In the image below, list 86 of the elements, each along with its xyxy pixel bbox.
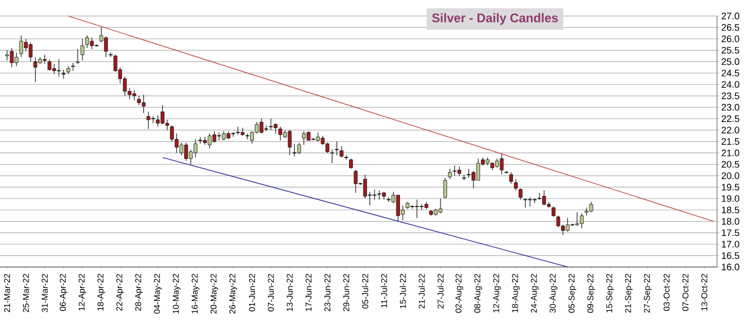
candlestick [462,174,466,181]
y-tick-label: 19.0 [722,195,740,202]
candlestick [334,141,340,156]
candlestick [466,168,472,178]
x-tick-label: 07-Jun-22 [268,274,274,312]
candlestick [62,69,66,80]
candlestick [443,178,448,199]
x-tick-label: 13-Oct-22 [701,274,708,311]
y-tick-label: 21.0 [722,150,740,156]
y-tick-label: 21.5 [722,138,740,145]
x-tick-label: 31-Mar-22 [42,274,48,312]
candlestick [376,190,382,200]
y-tick-label: 22.0 [722,126,740,134]
y-tick-label: 22.5 [722,115,740,122]
x-tick-label: 30-Aug-22 [550,274,558,313]
x-tick-label: 11-Jul-22 [380,274,388,308]
x-tick-label: 05-Jul-22 [362,274,368,308]
y-tick-label: 18.0 [722,218,740,225]
x-tick-label: 29-Jun-22 [343,274,350,312]
candlestick [349,158,353,170]
x-tick-label: 07-Oct-22 [682,274,688,311]
x-tick-label: 18-Apr-22 [97,274,106,311]
y-tick-label: 16.5 [722,252,740,259]
x-tick-label: 25-Mar-22 [22,274,29,312]
y-tick-label: 25.0 [722,58,740,65]
y-tick-label: 16.0 [722,264,740,270]
y-tick-label: 25.5 [722,46,740,54]
x-tick-label: 21-Mar-22 [4,274,10,312]
y-tick-label: 19.5 [722,184,740,190]
candlestick [372,189,377,200]
x-tick-label: 21-Jul-22 [418,274,425,308]
y-tick-label: 24.5 [722,70,740,76]
candlestick [340,146,344,158]
x-tick-label: 08-Aug-22 [474,274,482,313]
x-tick-label: 17-Jun-22 [306,274,312,311]
x-tick-label: 20-May-22 [210,274,218,314]
x-tick-label: 03-Oct-22 [664,274,670,311]
x-tick-label: 26-May-22 [229,274,238,314]
candlestick [330,149,334,164]
candlestick [552,206,556,218]
x-tick-label: 24-Aug-22 [530,274,539,313]
x-tick-label: 27-Sep-22 [644,274,652,313]
x-tick-label: 28-Apr-22 [135,274,143,311]
candlestick [509,172,513,184]
x-tick-label: 12-Aug-22 [493,274,501,312]
candlestick [94,44,99,48]
candlestick [268,118,274,130]
candlestick [504,170,509,174]
y-tick-label: 20.5 [722,160,740,168]
candlestick [522,198,528,208]
y-tick-label: 20.0 [722,172,740,180]
x-tick-label: 16-May-22 [192,274,200,314]
x-tick-label: 04-May-22 [154,274,162,314]
candlestick [528,197,532,207]
x-tick-label: 12-Apr-22 [78,274,86,311]
x-tick-label: 01-Jun-22 [249,274,256,312]
x-tick-label: 09-Sep-22 [587,274,596,313]
y-tick-label: 18.5 [722,206,740,214]
y-tick-label: 27.0 [722,12,740,20]
x-tick-label: 02-Aug-22 [455,274,464,313]
chart-title: Silver - Daily Candles [432,13,558,25]
x-tick-label: 21-Sep-22 [625,274,633,313]
x-tick-label: 23-Jun-22 [324,274,330,312]
candlestick [76,48,80,64]
y-tick-label: 23.0 [722,104,740,111]
candlestick [414,199,420,218]
candlestick [292,143,297,157]
y-tick-label: 23.5 [722,92,740,100]
y-tick-label: 26.0 [722,35,740,42]
y-tick-label: 17.0 [722,240,740,248]
x-tick-label: 13-Jun-22 [286,274,293,311]
candlestick [514,178,518,191]
candlestick [448,168,452,180]
y-tick-label: 17.5 [722,229,740,236]
candlestick [80,38,84,61]
x-tick-label: 18-Aug-22 [512,274,520,312]
y-tick-label: 24.0 [722,81,740,88]
x-tick-label: 06-Apr-22 [60,274,68,311]
y-tick-label: 26.5 [722,24,740,31]
x-tick-label: 05-Sep-22 [568,274,576,313]
x-tick-label: 27-Jul-22 [437,274,444,308]
x-tick-label: 15-Sep-22 [606,274,614,312]
candlestick [518,188,522,200]
x-tick-label: 15-Jul-22 [400,274,406,308]
x-tick-label: 10-May-22 [172,274,180,314]
x-tick-label: 22-Apr-22 [116,274,124,311]
